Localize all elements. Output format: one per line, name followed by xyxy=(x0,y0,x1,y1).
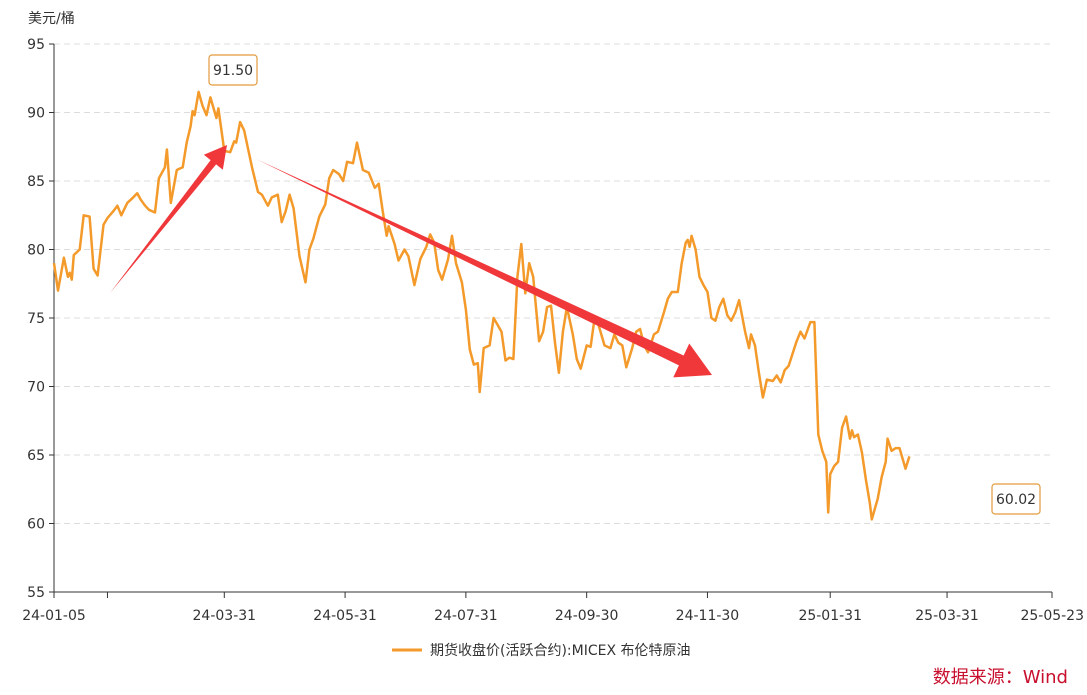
callout-value: 60.02 xyxy=(996,492,1036,508)
x-tick-label: 24-01-05 xyxy=(22,608,86,624)
y-tick-label: 70 xyxy=(27,380,45,396)
y-axis: 55 60 65 70 75 80 85 90 95 xyxy=(27,37,55,601)
callouts: 91.50 60.02 xyxy=(208,54,1041,515)
x-axis: 24-01-05 24-03-31 24-05-31 24-07-31 24-09-30… xyxy=(22,591,1084,624)
y-tick-label: 85 xyxy=(27,174,45,190)
x-tick-label: 25-01-31 xyxy=(798,608,862,624)
x-tick-label: 25-05-23 xyxy=(1020,608,1084,624)
y-tick-label: 80 xyxy=(27,243,45,259)
x-tick-label: 24-11-30 xyxy=(676,608,740,624)
callout-value: 91.50 xyxy=(213,63,253,79)
y-tick-label: 95 xyxy=(27,37,45,53)
grid-lines xyxy=(54,43,1052,524)
x-tick-label: 25-03-31 xyxy=(915,608,979,624)
legend[interactable]: 期货收盘价(活跃合约):MICEX 布伦特原油 xyxy=(392,642,691,659)
legend-label: 期货收盘价(活跃合约):MICEX 布伦特原油 xyxy=(430,642,691,659)
y-axis-label: 美元/桶 xyxy=(28,11,75,27)
x-tick-label: 24-03-31 xyxy=(193,608,257,624)
callout-box xyxy=(991,483,1041,515)
x-tick-label: 24-07-31 xyxy=(434,608,498,624)
series-line xyxy=(52,90,911,521)
trend-arrow xyxy=(256,159,712,378)
x-tick-label: 24-09-30 xyxy=(555,608,619,624)
y-tick-label: 90 xyxy=(27,106,45,122)
y-tick-label: 60 xyxy=(27,517,45,533)
x-tick-label: 24-05-31 xyxy=(313,608,377,624)
trend-arrows xyxy=(110,145,712,378)
y-tick-label: 65 xyxy=(27,448,45,464)
data-source: 数据来源：Wind xyxy=(933,667,1068,688)
y-tick-label: 55 xyxy=(27,585,45,601)
series-group xyxy=(52,90,911,521)
y-tick-label: 75 xyxy=(27,311,45,327)
trend-arrow xyxy=(110,145,227,293)
callout-box xyxy=(208,54,258,86)
